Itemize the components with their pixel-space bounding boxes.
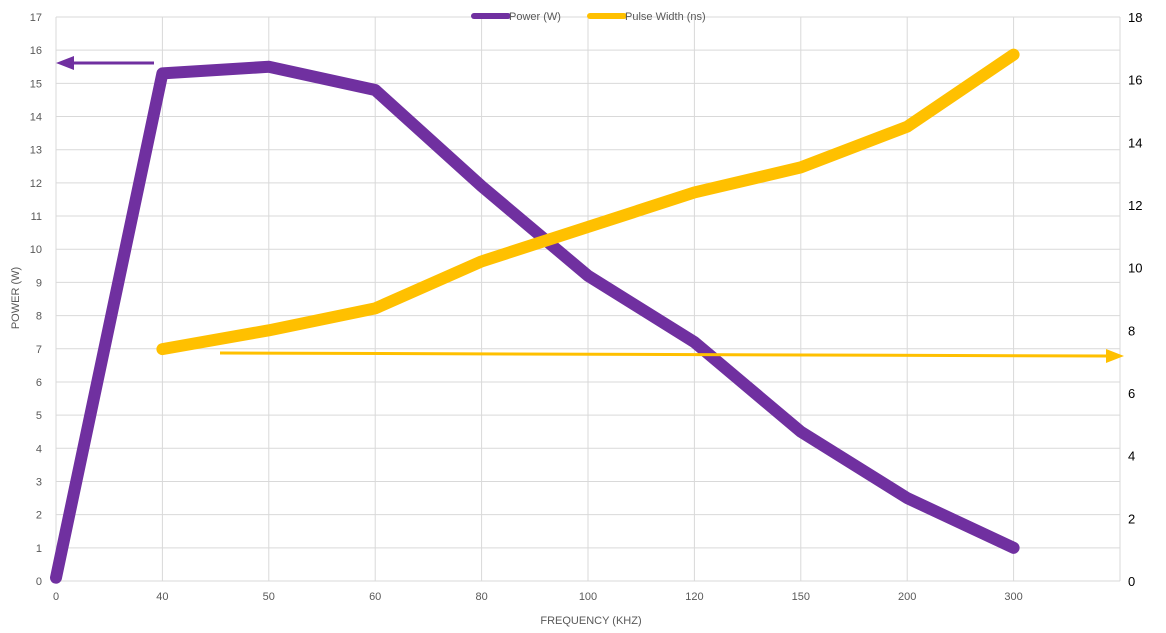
data-point-pulse-width-3: [372, 305, 379, 312]
data-point-power-5: [585, 272, 591, 279]
y-axis-title: POWER (W): [10, 267, 22, 329]
annotation-arrows: [56, 56, 1124, 363]
x-tick-label-6: 120: [685, 591, 703, 603]
data-point-pulse-width-5: [585, 223, 591, 230]
power-arrow-head: [56, 56, 74, 70]
data-point-power-4: [478, 183, 485, 190]
data-point-pulse-width-9: [1010, 51, 1017, 58]
right-tick-label-4: 8: [1128, 323, 1135, 338]
data-point-pulse-width-7: [797, 164, 804, 171]
left-tick-label-11: 11: [31, 211, 42, 223]
left-tick-label-17: 17: [30, 12, 42, 24]
left-tick-label-10: 10: [30, 244, 42, 256]
data-point-pulse-width-8: [904, 123, 911, 130]
data-point-power-2: [265, 63, 272, 70]
data-point-power-3: [372, 86, 379, 93]
left-tick-label-4: 4: [36, 443, 42, 455]
data-point-pulse-width-1: [159, 346, 166, 353]
left-tick-label-2: 2: [36, 510, 42, 522]
right-tick-label-1: 2: [1128, 511, 1135, 526]
x-axis-ticks: 0 40 50 60 80 100 120 150 200 300: [53, 591, 1023, 603]
x-tick-label-0: 0: [53, 591, 59, 603]
left-tick-label-16: 16: [30, 45, 42, 57]
right-tick-label-3: 6: [1128, 386, 1135, 401]
legend-label-pulse-width: Pulse Width (ns): [625, 11, 706, 23]
left-tick-label-7: 7: [36, 344, 42, 356]
series-line-power: [50, 60, 1020, 584]
left-tick-label-5: 5: [36, 410, 42, 422]
left-tick-label-13: 13: [30, 145, 42, 157]
data-point-power-6: [691, 339, 698, 346]
x-tick-label-2: 50: [263, 591, 275, 603]
right-tick-label-8: 16: [1128, 73, 1142, 88]
x-tick-label-9: 300: [1004, 591, 1022, 603]
x-tick-label-8: 200: [898, 591, 916, 603]
legend: Power (W) Pulse Width (ns): [471, 11, 706, 23]
left-tick-label-1: 1: [36, 543, 42, 555]
pulse-width-arrow-head: [1106, 349, 1124, 363]
x-tick-label-7: 150: [792, 591, 810, 603]
x-tick-label-5: 100: [579, 591, 597, 603]
right-tick-label-9: 18: [1128, 10, 1142, 25]
data-point-pulse-width-6: [691, 189, 698, 196]
right-tick-label-5: 10: [1128, 261, 1142, 276]
data-point-power-9: [1010, 544, 1017, 551]
data-point-power-7: [797, 428, 804, 435]
right-axis-ticks: 0 2 4 6 8 10 12 14 16 18: [1128, 10, 1142, 589]
left-tick-label-12: 12: [30, 178, 42, 190]
data-point-power-8: [904, 495, 911, 502]
right-tick-label-2: 4: [1128, 449, 1135, 464]
x-tick-label-4: 80: [475, 591, 487, 603]
left-tick-label-3: 3: [36, 476, 42, 488]
x-tick-label-3: 60: [369, 591, 381, 603]
left-tick-label-6: 6: [36, 377, 42, 389]
left-tick-label-15: 15: [30, 78, 42, 90]
right-tick-label-6: 12: [1128, 198, 1142, 213]
right-tick-label-7: 14: [1128, 135, 1142, 150]
left-tick-label-9: 9: [36, 277, 42, 289]
series-lines: [50, 48, 1020, 584]
left-tick-label-8: 8: [36, 311, 42, 323]
pulse-width-arrow-shaft: [219, 351, 1109, 358]
right-tick-label-0: 0: [1128, 574, 1135, 589]
legend-label-power: Power (W): [509, 11, 561, 23]
data-point-pulse-width-4: [478, 258, 485, 265]
data-point-power-0: [53, 574, 59, 581]
data-point-pulse-width-2: [265, 327, 272, 334]
left-tick-label-14: 14: [30, 112, 42, 124]
x-axis-title: FREQUENCY (KHZ): [540, 615, 641, 627]
left-tick-label-0: 0: [36, 576, 42, 588]
x-tick-label-1: 40: [156, 591, 168, 603]
data-point-power-1: [159, 70, 166, 77]
gridlines: [55, 16, 1121, 582]
